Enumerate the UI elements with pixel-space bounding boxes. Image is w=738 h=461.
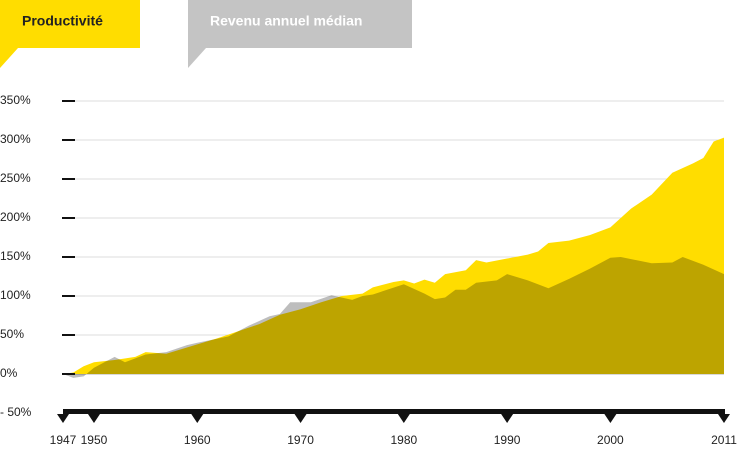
area	[63, 257, 724, 378]
legend-tab[interactable]	[0, 0, 140, 68]
y-tick-label: 100%	[0, 288, 31, 302]
y-tick-label: - 50%	[0, 405, 32, 419]
x-tick	[718, 414, 730, 423]
x-tick-label: 1947	[50, 433, 77, 447]
x-tick-label: 1960	[184, 433, 211, 447]
x-tick	[294, 414, 307, 423]
y-tick-label: 300%	[0, 132, 31, 146]
legend-label[interactable]: Revenu annuel médian	[210, 13, 362, 29]
x-tick	[87, 414, 100, 423]
x-tick-label: 1950	[81, 433, 108, 447]
x-tick-label: 2011	[711, 433, 737, 447]
x-tick	[501, 414, 514, 423]
y-tick-label: 200%	[0, 210, 31, 224]
y-tick-label: 250%	[0, 171, 31, 185]
y-tick-label: 50%	[0, 327, 24, 341]
legend-label[interactable]: Productivité	[22, 13, 103, 29]
x-tick-label: 1980	[390, 433, 417, 447]
x-tick-label: 2000	[597, 433, 624, 447]
axes: 350% 300% 250% 200% 150% 100% 50% 0% - 50% 1947 19…	[0, 93, 737, 447]
y-tick-label: 150%	[0, 249, 31, 263]
y-tick-label: 0%	[0, 366, 18, 380]
x-tick	[191, 414, 204, 423]
x-axis-bar	[63, 409, 725, 414]
x-tick	[57, 414, 69, 423]
areas	[63, 137, 724, 378]
x-tick	[397, 414, 410, 423]
legend-tab[interactable]	[188, 0, 412, 68]
y-tick-label: 350%	[0, 93, 31, 107]
x-tick-label: 1970	[287, 433, 314, 447]
x-tick	[604, 414, 617, 423]
x-tick-label: 1990	[494, 433, 521, 447]
legend: Productivité Revenu annuel médian	[0, 0, 412, 68]
